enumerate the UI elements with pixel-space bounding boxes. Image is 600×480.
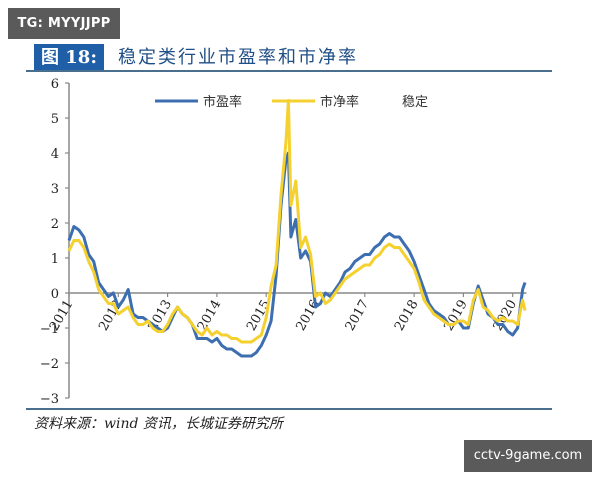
y-tick-label: 1 [51, 252, 59, 267]
source-note: 资料来源：wind 资讯，长城证券研究所 [34, 416, 283, 432]
x-tick-label: 2011 [47, 298, 77, 334]
figure-label: 图 18: [34, 44, 104, 71]
legend-label-pb: 市净率 [320, 94, 359, 110]
pb-series-line [67, 99, 527, 344]
title-divider [26, 70, 552, 72]
legend-label-pe: 市盈率 [203, 94, 242, 110]
chart-legend: 市盈率 市净率 稳定 [155, 94, 428, 110]
watermark-top: TG: MYYJJPP [8, 8, 120, 39]
y-tick-label: −3 [40, 392, 59, 407]
x-tick-label: 2018 [392, 298, 422, 334]
figure-title: 稳定类行业市盈率和市净率 [118, 47, 358, 68]
y-tick-label: 2 [51, 217, 59, 232]
watermark-bottom: cctv-9game.com [464, 440, 592, 472]
y-tick-label: −2 [40, 357, 59, 372]
y-tick-label: 6 [51, 77, 59, 92]
source-divider [26, 408, 552, 410]
y-tick-label: 3 [51, 182, 59, 197]
x-tick-label: 2017 [343, 298, 373, 334]
y-tick-label: 5 [51, 112, 59, 127]
y-tick-label: 4 [51, 147, 59, 162]
x-tick-label: 2016 [293, 298, 323, 334]
legend-label-sector: 稳定 [402, 94, 428, 110]
y-tick-label: −1 [40, 322, 59, 337]
x-tick-label: 2014 [195, 298, 225, 334]
chart-lines [67, 99, 527, 358]
y-tick-label: 0 [51, 287, 59, 302]
